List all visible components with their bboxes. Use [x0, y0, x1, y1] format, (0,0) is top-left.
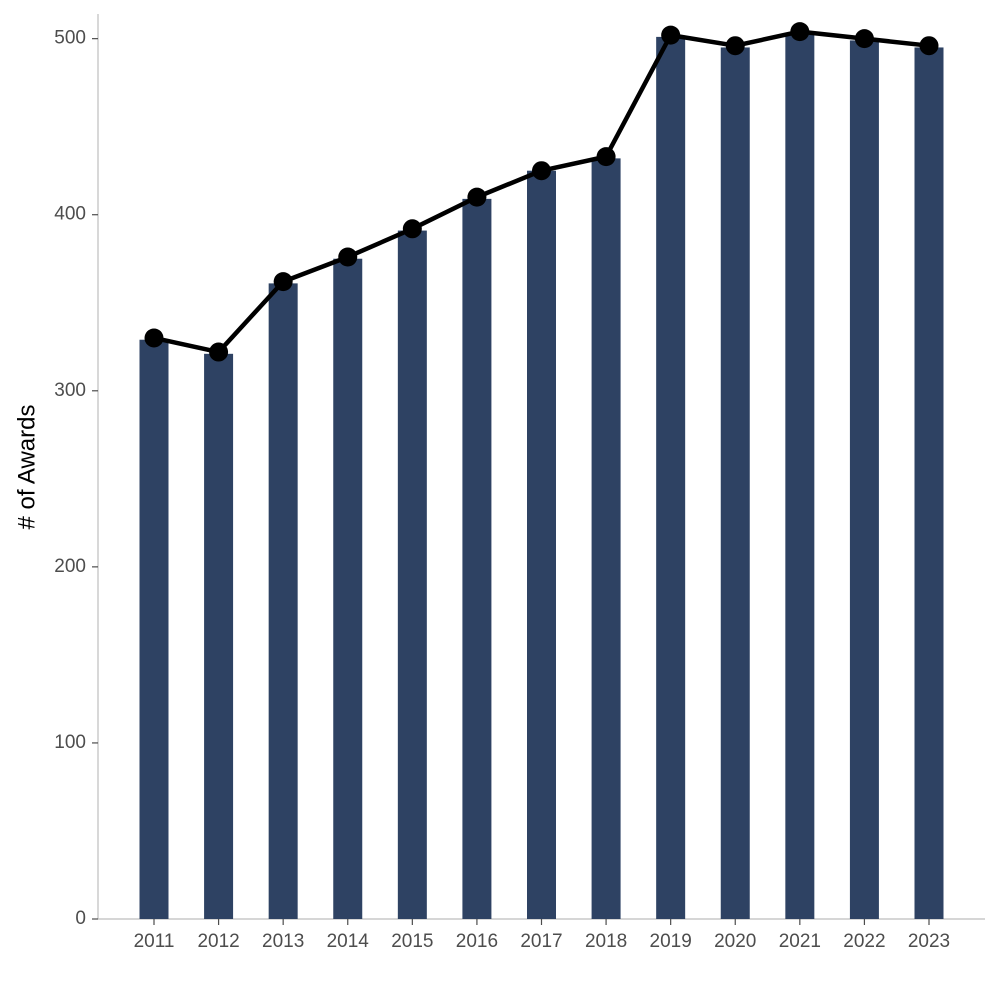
- x-tick-label: 2012: [197, 931, 239, 952]
- y-tick-label: 400: [54, 204, 86, 225]
- bar: [914, 47, 944, 919]
- x-tick-label: 2018: [585, 931, 627, 952]
- bar: [139, 339, 169, 919]
- bar: [333, 258, 363, 919]
- point: [725, 36, 745, 56]
- bar: [204, 353, 234, 919]
- x-tick-label: 2021: [779, 931, 821, 952]
- x-tick-label: 2023: [908, 931, 950, 952]
- x-tick-label: 2011: [134, 931, 175, 952]
- y-tick-label: 0: [75, 908, 86, 929]
- point: [273, 272, 293, 292]
- point: [919, 36, 939, 56]
- point: [790, 22, 810, 42]
- bar: [720, 47, 750, 919]
- point: [532, 161, 551, 181]
- y-tick-label: 100: [54, 732, 86, 753]
- point: [467, 187, 487, 207]
- point: [144, 328, 164, 348]
- point: [596, 147, 616, 167]
- point: [854, 29, 874, 49]
- bar: [268, 283, 298, 919]
- bar: [656, 36, 686, 920]
- bar: [397, 230, 427, 919]
- x-tick-label: 2020: [714, 931, 756, 952]
- point: [209, 342, 229, 362]
- x-tick-label: 2014: [327, 931, 370, 952]
- bar: [849, 40, 879, 919]
- bar: [462, 198, 492, 919]
- y-tick-label: 300: [54, 380, 86, 401]
- y-tick-label: 200: [54, 556, 86, 577]
- y-axis-title: # of Awards: [13, 405, 40, 530]
- bar: [785, 33, 815, 920]
- x-tick-label: 2015: [391, 931, 433, 952]
- x-tick-label: 2016: [456, 931, 498, 952]
- x-tick-label: 2013: [262, 931, 304, 952]
- point: [661, 25, 681, 45]
- x-tick-label: 2022: [843, 931, 885, 952]
- point: [402, 219, 422, 239]
- bar: [591, 158, 621, 919]
- bar: [527, 170, 556, 919]
- y-tick-label: 500: [54, 28, 86, 49]
- point: [338, 247, 358, 267]
- x-tick-label: 2017: [520, 931, 562, 952]
- x-tick-label: 2019: [650, 931, 692, 952]
